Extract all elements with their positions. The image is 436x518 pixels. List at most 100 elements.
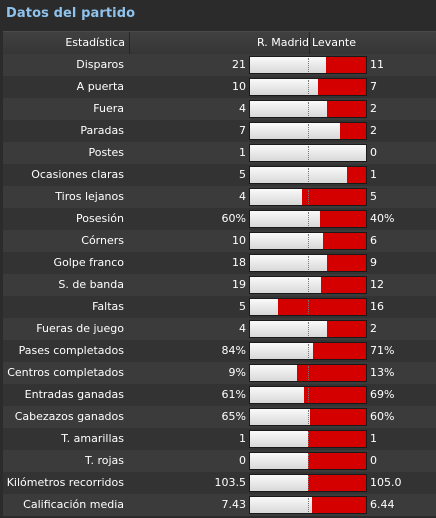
comparison-bar (249, 320, 367, 338)
away-value: 9 (370, 256, 377, 269)
stat-label: Postes (88, 146, 124, 159)
home-value: 4 (239, 102, 246, 115)
home-share-fill (250, 343, 313, 359)
away-value: 2 (370, 322, 377, 335)
stat-label: Disparos (76, 58, 124, 71)
home-value: 60% (221, 212, 246, 225)
home-value: 7.43 (221, 498, 247, 511)
stats-list: Disparos 21 11 A puerta 10 7 Fuera 4 2 Paradas 7 2 P… (3, 54, 436, 516)
comparison-bar (249, 100, 367, 118)
home-value: 18 (232, 256, 246, 269)
comparison-bar (249, 386, 367, 404)
away-value: 12 (370, 278, 384, 291)
home-share-fill (250, 233, 323, 249)
panel-title: Datos del partido (6, 6, 136, 21)
home-value: 5 (239, 300, 246, 313)
home-share-fill (250, 299, 278, 315)
comparison-bar (249, 474, 367, 492)
away-value: 40% (370, 212, 395, 225)
bar-midpoint (308, 124, 309, 138)
home-share-fill (250, 497, 312, 513)
bar-midpoint (308, 410, 309, 424)
header-divider (129, 32, 130, 54)
away-value: 2 (370, 102, 377, 115)
home-share-fill (250, 167, 347, 183)
home-share-fill (250, 431, 308, 447)
home-share-fill (250, 255, 327, 271)
stat-row: Fuera 4 2 (3, 98, 436, 120)
bar-midpoint (308, 322, 309, 336)
bar-midpoint (308, 278, 309, 292)
bar-midpoint (308, 454, 309, 468)
stat-row: S. de banda 19 12 (3, 274, 436, 296)
away-value: 105.0 (370, 476, 402, 489)
comparison-bar (249, 144, 367, 162)
home-share-fill (250, 189, 302, 205)
comparison-bar (249, 232, 367, 250)
stat-row: Faltas 5 16 (3, 296, 436, 318)
stat-row: Disparos 21 11 (3, 54, 436, 76)
comparison-bar (249, 56, 367, 74)
stat-row: Golpe franco 18 9 (3, 252, 436, 274)
stat-label: A puerta (76, 80, 124, 93)
bar-midpoint (308, 300, 309, 314)
home-value: 0 (239, 454, 246, 467)
away-value: 13% (370, 366, 395, 379)
stat-label: Calificación media (23, 498, 124, 511)
home-value: 84% (221, 344, 246, 357)
home-value: 1 (239, 432, 246, 445)
home-share-fill (250, 57, 326, 73)
stat-row: Posesión 60% 40% (3, 208, 436, 230)
home-share-fill (250, 365, 297, 381)
header-stat-column[interactable]: Estadística (65, 36, 125, 49)
stat-label: T. amarillas (61, 432, 124, 445)
stat-label: Cabezazos ganados (14, 410, 124, 423)
home-share-fill (250, 453, 308, 469)
home-share-fill (250, 277, 321, 293)
bar-midpoint (308, 476, 309, 490)
stat-label: Posesión (76, 212, 124, 225)
stat-label: Pases completados (18, 344, 124, 357)
home-share-fill (250, 123, 340, 139)
home-value: 4 (239, 322, 246, 335)
stat-row: T. amarillas 1 1 (3, 428, 436, 450)
stat-row: A puerta 10 7 (3, 76, 436, 98)
home-value: 61% (221, 388, 246, 401)
comparison-bar (249, 210, 367, 228)
stat-label: Entradas ganadas (24, 388, 124, 401)
stat-label: Centros completados (7, 366, 124, 379)
home-value: 10 (232, 80, 246, 93)
header-away-team[interactable]: Levante (312, 36, 357, 49)
bar-midpoint (308, 344, 309, 358)
bar-midpoint (308, 366, 309, 380)
stat-label: Ocasiones claras (31, 168, 124, 181)
comparison-bar (249, 166, 367, 184)
bar-midpoint (308, 432, 309, 446)
stat-row: Ocasiones claras 5 1 (3, 164, 436, 186)
header-divider (309, 32, 310, 54)
comparison-bar (249, 408, 367, 426)
stat-row: Paradas 7 2 (3, 120, 436, 142)
comparison-bar (249, 342, 367, 360)
away-value: 1 (370, 432, 377, 445)
home-value: 1 (239, 146, 246, 159)
away-value: 5 (370, 190, 377, 203)
home-value: 65% (221, 410, 246, 423)
bar-midpoint (308, 168, 309, 182)
stat-row: Pases completados 84% 71% (3, 340, 436, 362)
comparison-bar (249, 78, 367, 96)
bar-midpoint (308, 190, 309, 204)
home-value: 9% (228, 366, 246, 379)
header-home-team[interactable]: R. Madrid (256, 36, 309, 49)
stat-label: Paradas (80, 124, 124, 137)
stat-row: Centros completados 9% 13% (3, 362, 436, 384)
bar-midpoint (308, 212, 309, 226)
comparison-bar (249, 254, 367, 272)
away-value: 71% (370, 344, 395, 357)
stat-label: Golpe franco (53, 256, 124, 269)
home-value: 7 (239, 124, 246, 137)
stat-row: Córners 10 6 (3, 230, 436, 252)
stats-header: Estadística R. Madrid Levante (3, 31, 436, 55)
away-value: 11 (370, 58, 384, 71)
bar-midpoint (308, 388, 309, 402)
